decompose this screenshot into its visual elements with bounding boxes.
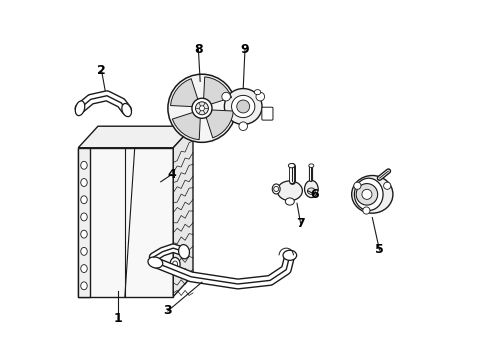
Circle shape (354, 182, 361, 189)
Ellipse shape (81, 196, 87, 204)
Ellipse shape (81, 179, 87, 186)
Circle shape (192, 98, 212, 118)
Circle shape (196, 102, 208, 115)
Ellipse shape (352, 176, 393, 213)
Ellipse shape (122, 103, 131, 117)
Ellipse shape (254, 90, 261, 95)
Ellipse shape (81, 265, 87, 273)
Ellipse shape (81, 247, 87, 255)
Circle shape (256, 92, 265, 101)
Ellipse shape (307, 188, 315, 194)
Text: 7: 7 (296, 216, 305, 230)
Ellipse shape (272, 184, 280, 194)
Text: 5: 5 (375, 243, 384, 256)
Text: 9: 9 (241, 42, 249, 55)
Polygon shape (171, 78, 198, 107)
Ellipse shape (148, 257, 163, 268)
FancyBboxPatch shape (262, 107, 273, 120)
Circle shape (384, 182, 391, 189)
Ellipse shape (81, 161, 87, 169)
Text: 2: 2 (97, 64, 106, 77)
Polygon shape (78, 126, 193, 148)
Ellipse shape (283, 250, 296, 260)
Circle shape (363, 207, 370, 214)
Polygon shape (172, 112, 200, 140)
Text: 1: 1 (113, 311, 122, 325)
Circle shape (222, 92, 230, 101)
Circle shape (356, 184, 378, 205)
Text: 8: 8 (194, 42, 203, 55)
Polygon shape (78, 148, 90, 297)
Ellipse shape (354, 178, 383, 211)
Ellipse shape (309, 164, 314, 167)
Ellipse shape (81, 282, 87, 290)
Circle shape (362, 189, 372, 199)
Ellipse shape (178, 244, 190, 259)
Ellipse shape (285, 198, 294, 205)
Text: 4: 4 (167, 168, 176, 181)
Text: 6: 6 (311, 188, 319, 201)
Polygon shape (205, 110, 233, 138)
Text: 3: 3 (164, 305, 172, 318)
Polygon shape (78, 148, 173, 297)
Circle shape (239, 122, 247, 131)
Ellipse shape (289, 163, 295, 168)
Polygon shape (203, 77, 232, 105)
Ellipse shape (277, 181, 302, 201)
Ellipse shape (304, 180, 318, 198)
Ellipse shape (170, 257, 180, 271)
Ellipse shape (75, 101, 85, 116)
Polygon shape (173, 126, 193, 297)
Circle shape (199, 106, 204, 111)
Ellipse shape (224, 89, 262, 125)
Ellipse shape (232, 95, 255, 118)
Circle shape (237, 100, 250, 113)
Ellipse shape (81, 213, 87, 221)
Ellipse shape (81, 230, 87, 238)
Circle shape (168, 74, 236, 142)
